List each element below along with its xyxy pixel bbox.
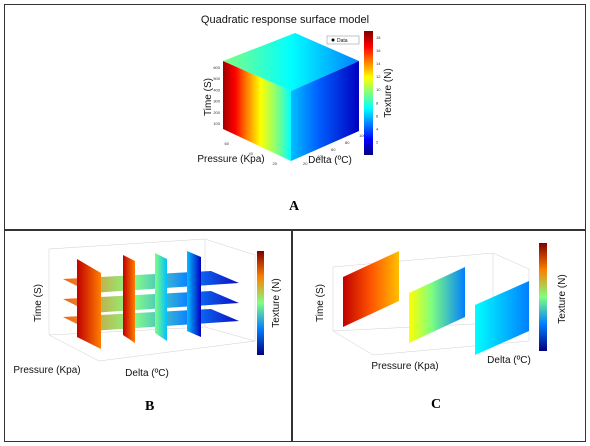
a-yticks-label: 20 — [303, 161, 308, 166]
legend-box — [326, 35, 360, 45]
chart-b-ylabel: Delta (ºC) — [125, 368, 169, 379]
chart-c-ylabel: Delta (ºC) — [487, 355, 531, 366]
colorbar-a-tick: 14 — [376, 61, 381, 66]
chart-c-zlabel: Time (S) — [315, 284, 326, 322]
chart-a-zlabel: Time (S) — [203, 78, 214, 116]
chart-c-colorbar-label: Texture (N) — [557, 274, 568, 323]
legend-entry: Data — [337, 38, 348, 44]
a-zticks-label: 400 — [213, 87, 220, 92]
colorbar-a-tick: 4 — [376, 126, 379, 131]
panel-b: Time (S) Pressure (Kpa) Delta (ºC) Textu… — [4, 230, 292, 442]
panel-a-letter: A — [289, 199, 300, 214]
slice-plane-1 — [343, 251, 399, 327]
colorbar-a-tick: 6 — [376, 113, 379, 118]
a-zticks-label: 200 — [213, 110, 220, 115]
a-xticks-label: 60 — [225, 141, 230, 146]
chart-b-zlabel: Time (S) — [33, 284, 44, 322]
y-axis-ticks: 20 40 60 80 100 — [303, 133, 366, 166]
a-xticks-label: 40 — [249, 151, 254, 156]
surface-left-face — [223, 61, 291, 161]
colorbar-a-tick: 2 — [376, 139, 379, 144]
surface-right-face — [291, 61, 359, 161]
colorbar-a — [364, 31, 373, 155]
legend-marker — [331, 38, 335, 42]
chart-b-svg: Time (S) Pressure (Kpa) Delta (ºC) Textu… — [13, 238, 282, 379]
a-zticks-label: 600 — [213, 65, 220, 70]
panel-b-letter: B — [145, 399, 155, 414]
slice-plane-2 — [409, 267, 465, 343]
chart-a-xlabel: Pressure (Kpa) — [197, 154, 264, 165]
colorbar-a-tick: 12 — [376, 74, 381, 79]
colorbar-ticks: 2 4 6 8 10 12 14 16 18 — [376, 35, 381, 144]
surface-top-face — [223, 33, 359, 91]
colorbar-a-tick: 16 — [376, 48, 381, 53]
chart-c-svg: Time (S) Pressure (Kpa) Delta (ºC) Textu… — [315, 243, 568, 372]
chart-a-svg: Quadratic response surface model Data 10… — [197, 14, 394, 166]
colorbar-b — [257, 251, 264, 355]
a-yticks-label: 100 — [359, 133, 366, 138]
slice-vertical-3 — [155, 253, 167, 341]
colorbar-a-tick: 18 — [376, 35, 381, 40]
colorbar-a-tick: 8 — [376, 100, 379, 105]
chart-a-title: Quadratic response surface model — [201, 14, 369, 26]
chart-a-colorbar-label: Texture (N) — [383, 68, 394, 117]
slice-plane-3 — [475, 281, 529, 355]
a-xticks-label: 20 — [273, 161, 278, 166]
slice-vertical-1 — [77, 259, 101, 349]
a-zticks-label: 500 — [213, 76, 220, 81]
chart-c-xlabel: Pressure (Kpa) — [371, 361, 438, 372]
a-zticks-label: 300 — [213, 99, 220, 104]
panel-c-letter: C — [431, 397, 442, 412]
panel-c: Time (S) Pressure (Kpa) Delta (ºC) Textu… — [292, 230, 586, 442]
slice-vertical-2 — [123, 255, 135, 343]
a-yticks-label: 60 — [331, 147, 336, 152]
a-zticks-label: 100 — [213, 121, 220, 126]
z-axis-ticks: 100 200 300 400 500 600 — [213, 65, 220, 126]
a-yticks-label: 40 — [317, 154, 322, 159]
chart-a-ylabel: Delta (ºC) — [308, 155, 352, 166]
colorbar-c — [539, 243, 547, 351]
slice-vertical-4 — [187, 251, 201, 337]
chart-b-colorbar-label: Texture (N) — [271, 278, 282, 327]
chart-b-xlabel: Pressure (Kpa) — [13, 365, 80, 376]
panel-a: Quadratic response surface model Data 10… — [4, 4, 586, 230]
a-yticks-label: 80 — [345, 140, 350, 145]
colorbar-a-tick: 10 — [376, 87, 381, 92]
x-axis-ticks: 60 40 20 — [225, 141, 278, 166]
